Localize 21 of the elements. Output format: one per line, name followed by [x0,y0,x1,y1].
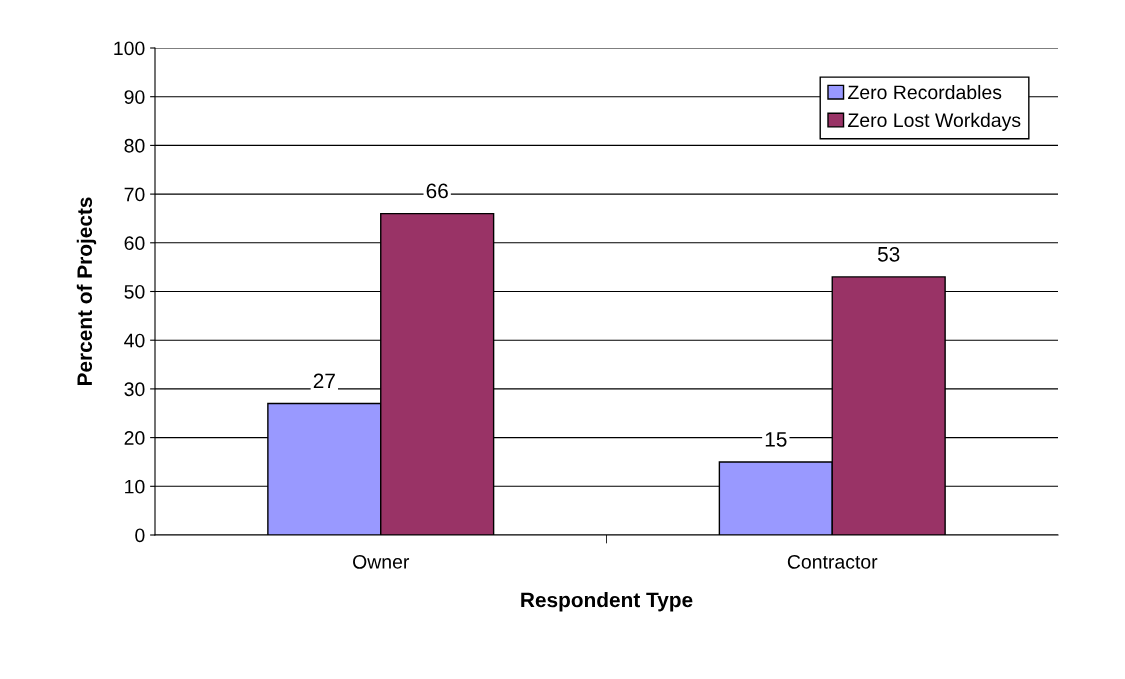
y-tick-label: 100 [114,41,145,56]
y-tick-label: 40 [124,333,145,348]
y-tick-label: 70 [124,187,145,202]
x-tick-label: Owner [353,554,410,569]
y-tick-label: 60 [124,236,145,251]
y-tick-label: 50 [124,284,145,299]
y-tick-label: 0 [135,528,145,543]
y-tick-label: 80 [124,138,145,153]
x-axis-title: Respondent Type [521,592,693,612]
y-tick-label: 90 [124,90,145,104]
x-tick-label: Contractor [787,554,878,569]
data-label: 15 [765,432,787,447]
data-label: 27 [313,373,335,389]
y-axis-title: Percent of Projects [76,197,97,386]
legend-label: Zero Recordables [848,84,1002,100]
data-label: 66 [426,183,448,199]
y-tick-label: 10 [125,479,145,494]
y-tick-label: 20 [124,431,145,445]
data-label: 53 [877,246,900,262]
y-tick-label: 30 [124,382,145,397]
legend-label: Zero Lost Workdays [848,112,1021,131]
